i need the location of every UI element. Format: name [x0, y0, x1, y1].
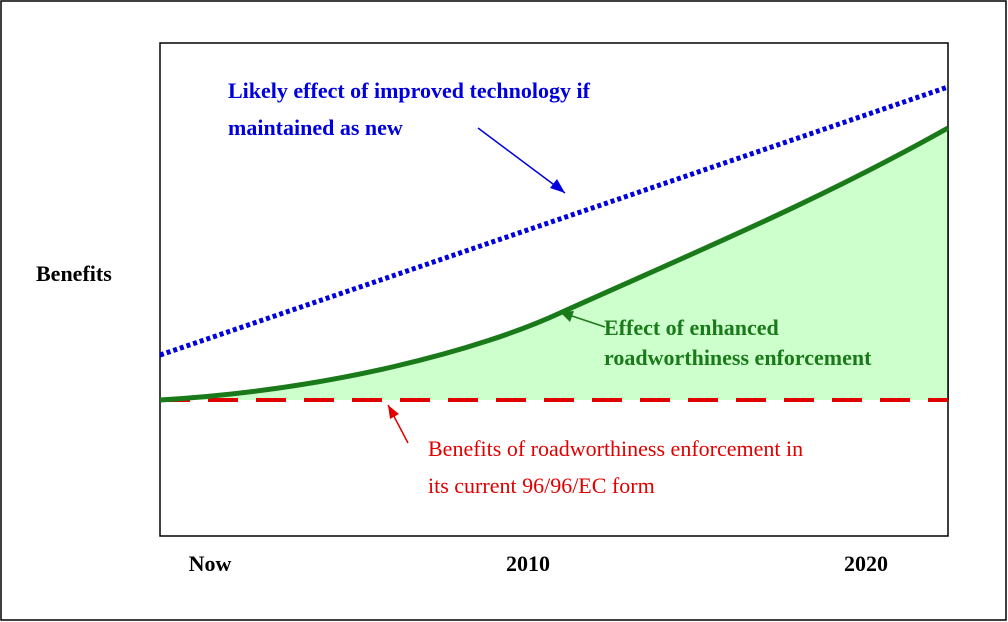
technology-arrow: [477, 127, 566, 194]
technology-line: [159, 84, 949, 358]
annotation: Benefits of roadworthiness enforcement i…: [428, 436, 803, 461]
enhanced-arrowhead: [560, 311, 574, 322]
annotation: its current 96/96/EC form: [428, 473, 655, 498]
technology-arrowhead: [550, 179, 565, 193]
annotation: Effect of enhanced: [604, 315, 779, 340]
annotation: roadworthiness enforcement: [604, 345, 872, 370]
x-label: Now: [189, 551, 232, 576]
current-arrowhead: [388, 405, 399, 419]
enhanced-curve: [159, 125, 950, 403]
x-label: 2010: [506, 551, 550, 576]
enhanced-area: [160, 128, 948, 400]
y-label: Benefits: [36, 261, 112, 286]
annotation: Likely effect of improved technology if: [228, 78, 591, 103]
x-label: 2020: [844, 551, 888, 576]
annotation: maintained as new: [228, 115, 403, 140]
